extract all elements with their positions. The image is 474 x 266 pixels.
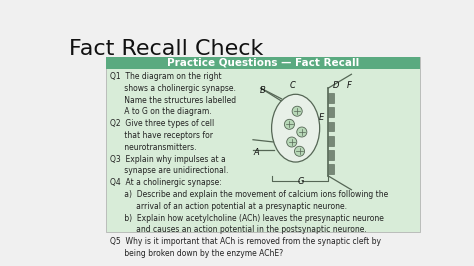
FancyBboxPatch shape [328, 93, 334, 103]
Ellipse shape [297, 127, 307, 137]
Text: C: C [290, 81, 295, 90]
Text: Fact Recall Check: Fact Recall Check [69, 39, 263, 59]
FancyBboxPatch shape [106, 57, 420, 232]
Text: B: B [260, 86, 266, 95]
Text: Practice Questions — Fact Recall: Practice Questions — Fact Recall [167, 58, 359, 68]
Ellipse shape [284, 119, 294, 129]
Text: Q1  The diagram on the right
      shows a cholinergic synapse.
      Name the s: Q1 The diagram on the right shows a chol… [109, 72, 388, 258]
Text: F: F [347, 81, 352, 90]
FancyBboxPatch shape [328, 150, 334, 160]
FancyBboxPatch shape [328, 122, 334, 131]
Text: D: D [333, 81, 339, 90]
Ellipse shape [294, 146, 304, 156]
FancyBboxPatch shape [319, 88, 328, 176]
Text: G: G [298, 177, 304, 186]
FancyBboxPatch shape [328, 107, 334, 117]
Text: E: E [319, 114, 324, 122]
Text: A: A [254, 148, 260, 157]
FancyBboxPatch shape [328, 136, 334, 146]
Ellipse shape [272, 94, 319, 162]
Ellipse shape [292, 106, 302, 116]
Ellipse shape [287, 137, 297, 147]
FancyBboxPatch shape [328, 164, 334, 174]
FancyBboxPatch shape [106, 57, 420, 69]
